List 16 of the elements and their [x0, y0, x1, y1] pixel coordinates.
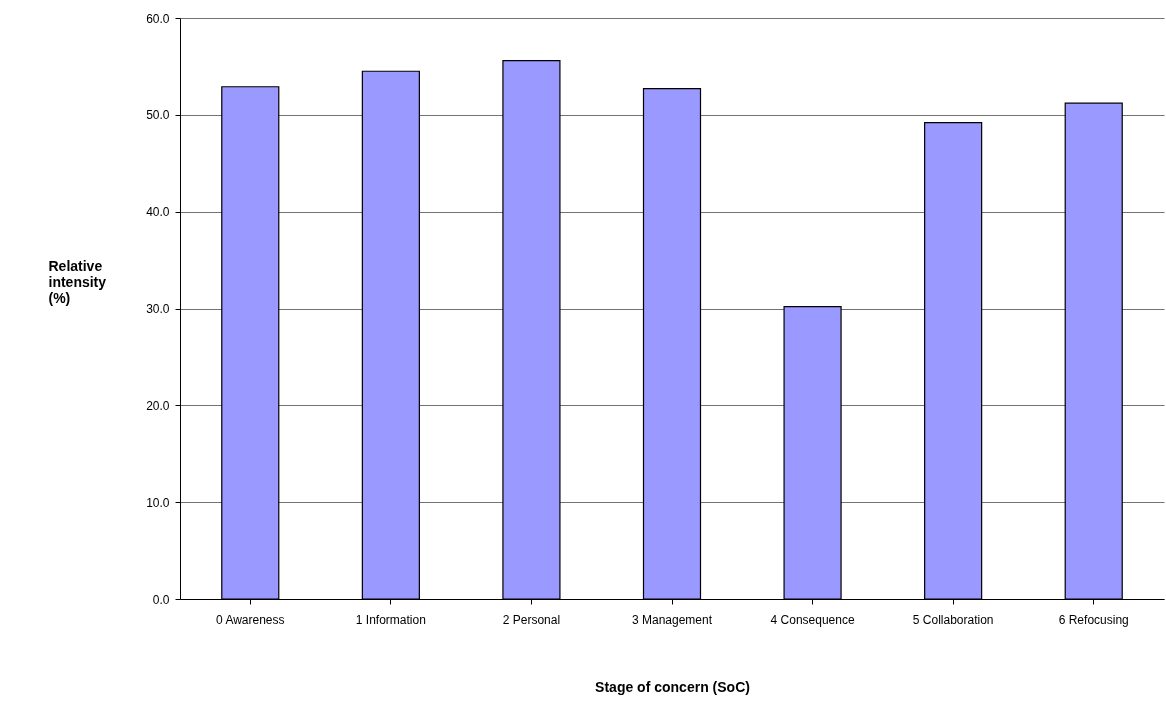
x-tick-label: 1 Information: [355, 612, 426, 627]
y-tick-label: 10.0: [146, 495, 170, 510]
y-axis-title: Relative intensity (%): [48, 257, 107, 306]
y-tick-label: 50.0: [146, 108, 170, 123]
x-tick-label: 3 Management: [631, 612, 713, 627]
y-tick-label: 60.0: [146, 11, 170, 26]
y-tick-label: 0.0: [152, 592, 170, 607]
x-axis-title: Stage of concern (SoC): [595, 678, 750, 695]
x-tick-label: 4 Consequence: [770, 612, 855, 627]
x-tick-label: 0 Awareness: [216, 612, 285, 627]
x-tick-label: 6 Refocusing: [1058, 612, 1129, 627]
y-tick-label: 30.0: [146, 302, 170, 316]
x-tick-label: 5 Collaboration: [912, 612, 994, 627]
x-tick-label: 2 Personal: [502, 612, 561, 627]
y-tick-label: 40.0: [146, 205, 170, 220]
y-tick-label: 20.0: [146, 398, 170, 413]
